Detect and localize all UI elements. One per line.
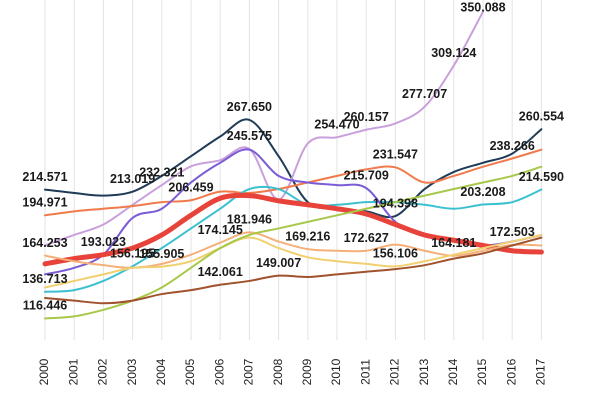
data-label: 214.590 xyxy=(519,170,564,184)
grid xyxy=(44,0,542,340)
data-label: 231.547 xyxy=(373,148,418,162)
data-label: 213.019 xyxy=(110,172,155,186)
data-label: 116.446 xyxy=(23,299,68,313)
data-label: 194.398 xyxy=(373,196,418,210)
data-label: 267.650 xyxy=(227,100,272,114)
data-label: 149.007 xyxy=(256,256,301,270)
data-label: 245.575 xyxy=(227,129,272,143)
data-label: 277.707 xyxy=(402,87,447,101)
x-tick-label: 2001 xyxy=(66,358,80,385)
x-tick-label: 2002 xyxy=(96,358,110,385)
data-label: 238.266 xyxy=(490,139,535,153)
x-tick-label: 2003 xyxy=(125,358,139,385)
x-tick-label: 2012 xyxy=(388,358,402,385)
x-tick-label: 2011 xyxy=(358,359,372,385)
data-labels: 214.571 213.019 267.650 194.398 260.554 232.3… xyxy=(22,0,564,312)
x-tick-label: 2006 xyxy=(212,358,226,385)
data-label: 174.145 xyxy=(198,223,243,237)
x-tick-label: 2009 xyxy=(300,358,314,385)
data-label: 232.321 xyxy=(139,165,184,179)
x-tick-label: 2017 xyxy=(534,358,548,385)
series-line xyxy=(44,233,543,289)
x-tick-label: 2015 xyxy=(475,358,489,385)
x-tick-label: 2013 xyxy=(417,358,431,385)
x-tick-label: 2014 xyxy=(446,358,460,385)
data-label: 136.713 xyxy=(22,272,67,286)
x-tick-label: 2005 xyxy=(183,358,197,385)
x-axis: 2000 2001 2002 2003 2004 2005 2006 2007 2008 2009… xyxy=(37,358,547,385)
series-line xyxy=(44,148,543,217)
data-label: 309.124 xyxy=(431,46,476,60)
series-line xyxy=(44,10,484,247)
lines xyxy=(42,10,544,320)
data-label: 164.181 xyxy=(431,236,476,250)
x-tick-label: 2007 xyxy=(242,358,256,385)
data-label: 254.470 xyxy=(314,118,359,132)
x-tick-label: 2004 xyxy=(154,358,168,385)
series-line xyxy=(42,192,544,267)
data-label: 156.195 xyxy=(110,247,155,261)
data-label: 206.459 xyxy=(168,181,213,195)
data-label: 260.157 xyxy=(344,110,389,124)
data-label: 203.208 xyxy=(460,185,505,199)
data-label: 260.554 xyxy=(519,110,564,124)
series-line xyxy=(44,236,543,305)
data-label: 155.905 xyxy=(139,247,184,261)
x-tick-label: 2010 xyxy=(329,358,343,385)
data-label: 181.946 xyxy=(227,213,272,227)
data-label: 156.106 xyxy=(373,247,418,261)
data-label: 350.088 xyxy=(460,0,505,14)
data-label: 172.627 xyxy=(344,231,389,245)
data-label: 215.709 xyxy=(344,168,389,182)
x-tick-label: 2016 xyxy=(504,358,518,385)
data-label: 214.571 xyxy=(22,170,67,184)
data-label: 194.971 xyxy=(22,196,67,210)
data-label: 142.061 xyxy=(198,265,243,279)
x-tick-label: 2008 xyxy=(271,358,285,385)
data-label: 169.216 xyxy=(285,229,330,243)
data-label: 164.253 xyxy=(22,236,67,250)
data-label: 193.023 xyxy=(81,235,126,249)
data-label: 172.503 xyxy=(490,225,535,239)
x-tick-label: 2000 xyxy=(37,358,51,385)
